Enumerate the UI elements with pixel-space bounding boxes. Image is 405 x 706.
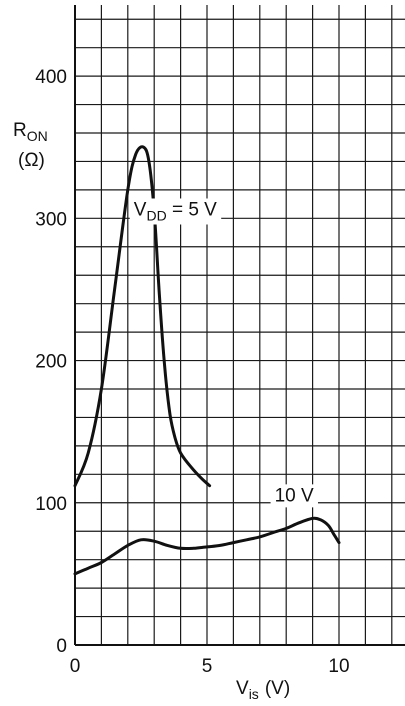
y-axis-label-unit: (Ω): [18, 150, 45, 171]
y-axis-label-symbol: RON: [13, 120, 48, 144]
y-tick-label: 0: [56, 636, 67, 657]
axes: [74, 5, 405, 646]
tick-labels: 0 100 200 300 400 0 5 10: [35, 67, 349, 677]
x-tick-label: 5: [202, 656, 213, 677]
y-tick-label: 100: [35, 494, 67, 515]
series-label-10v: 10 V: [270, 484, 318, 508]
series-label-text: 10 V: [275, 485, 314, 506]
label-background: [270, 484, 318, 508]
series-line-vdd-5v: [73, 145, 212, 488]
grid: [74, 5, 405, 646]
y-tick-label: 200: [35, 352, 67, 373]
x-tick-label: 0: [70, 656, 81, 677]
label-background: [129, 198, 222, 225]
series-label-vdd-5v: VDD = 5 V: [129, 198, 222, 225]
x-tick-label: 10: [328, 656, 349, 677]
series-annotations: VDD = 5 V 10 V: [129, 198, 318, 508]
x-axis-label: Vis (V): [236, 678, 290, 702]
y-tick-label: 400: [35, 67, 67, 88]
series-line-10v: [73, 516, 341, 576]
y-tick-label: 300: [35, 209, 67, 230]
series-label-text: VDD = 5 V: [134, 199, 217, 223]
